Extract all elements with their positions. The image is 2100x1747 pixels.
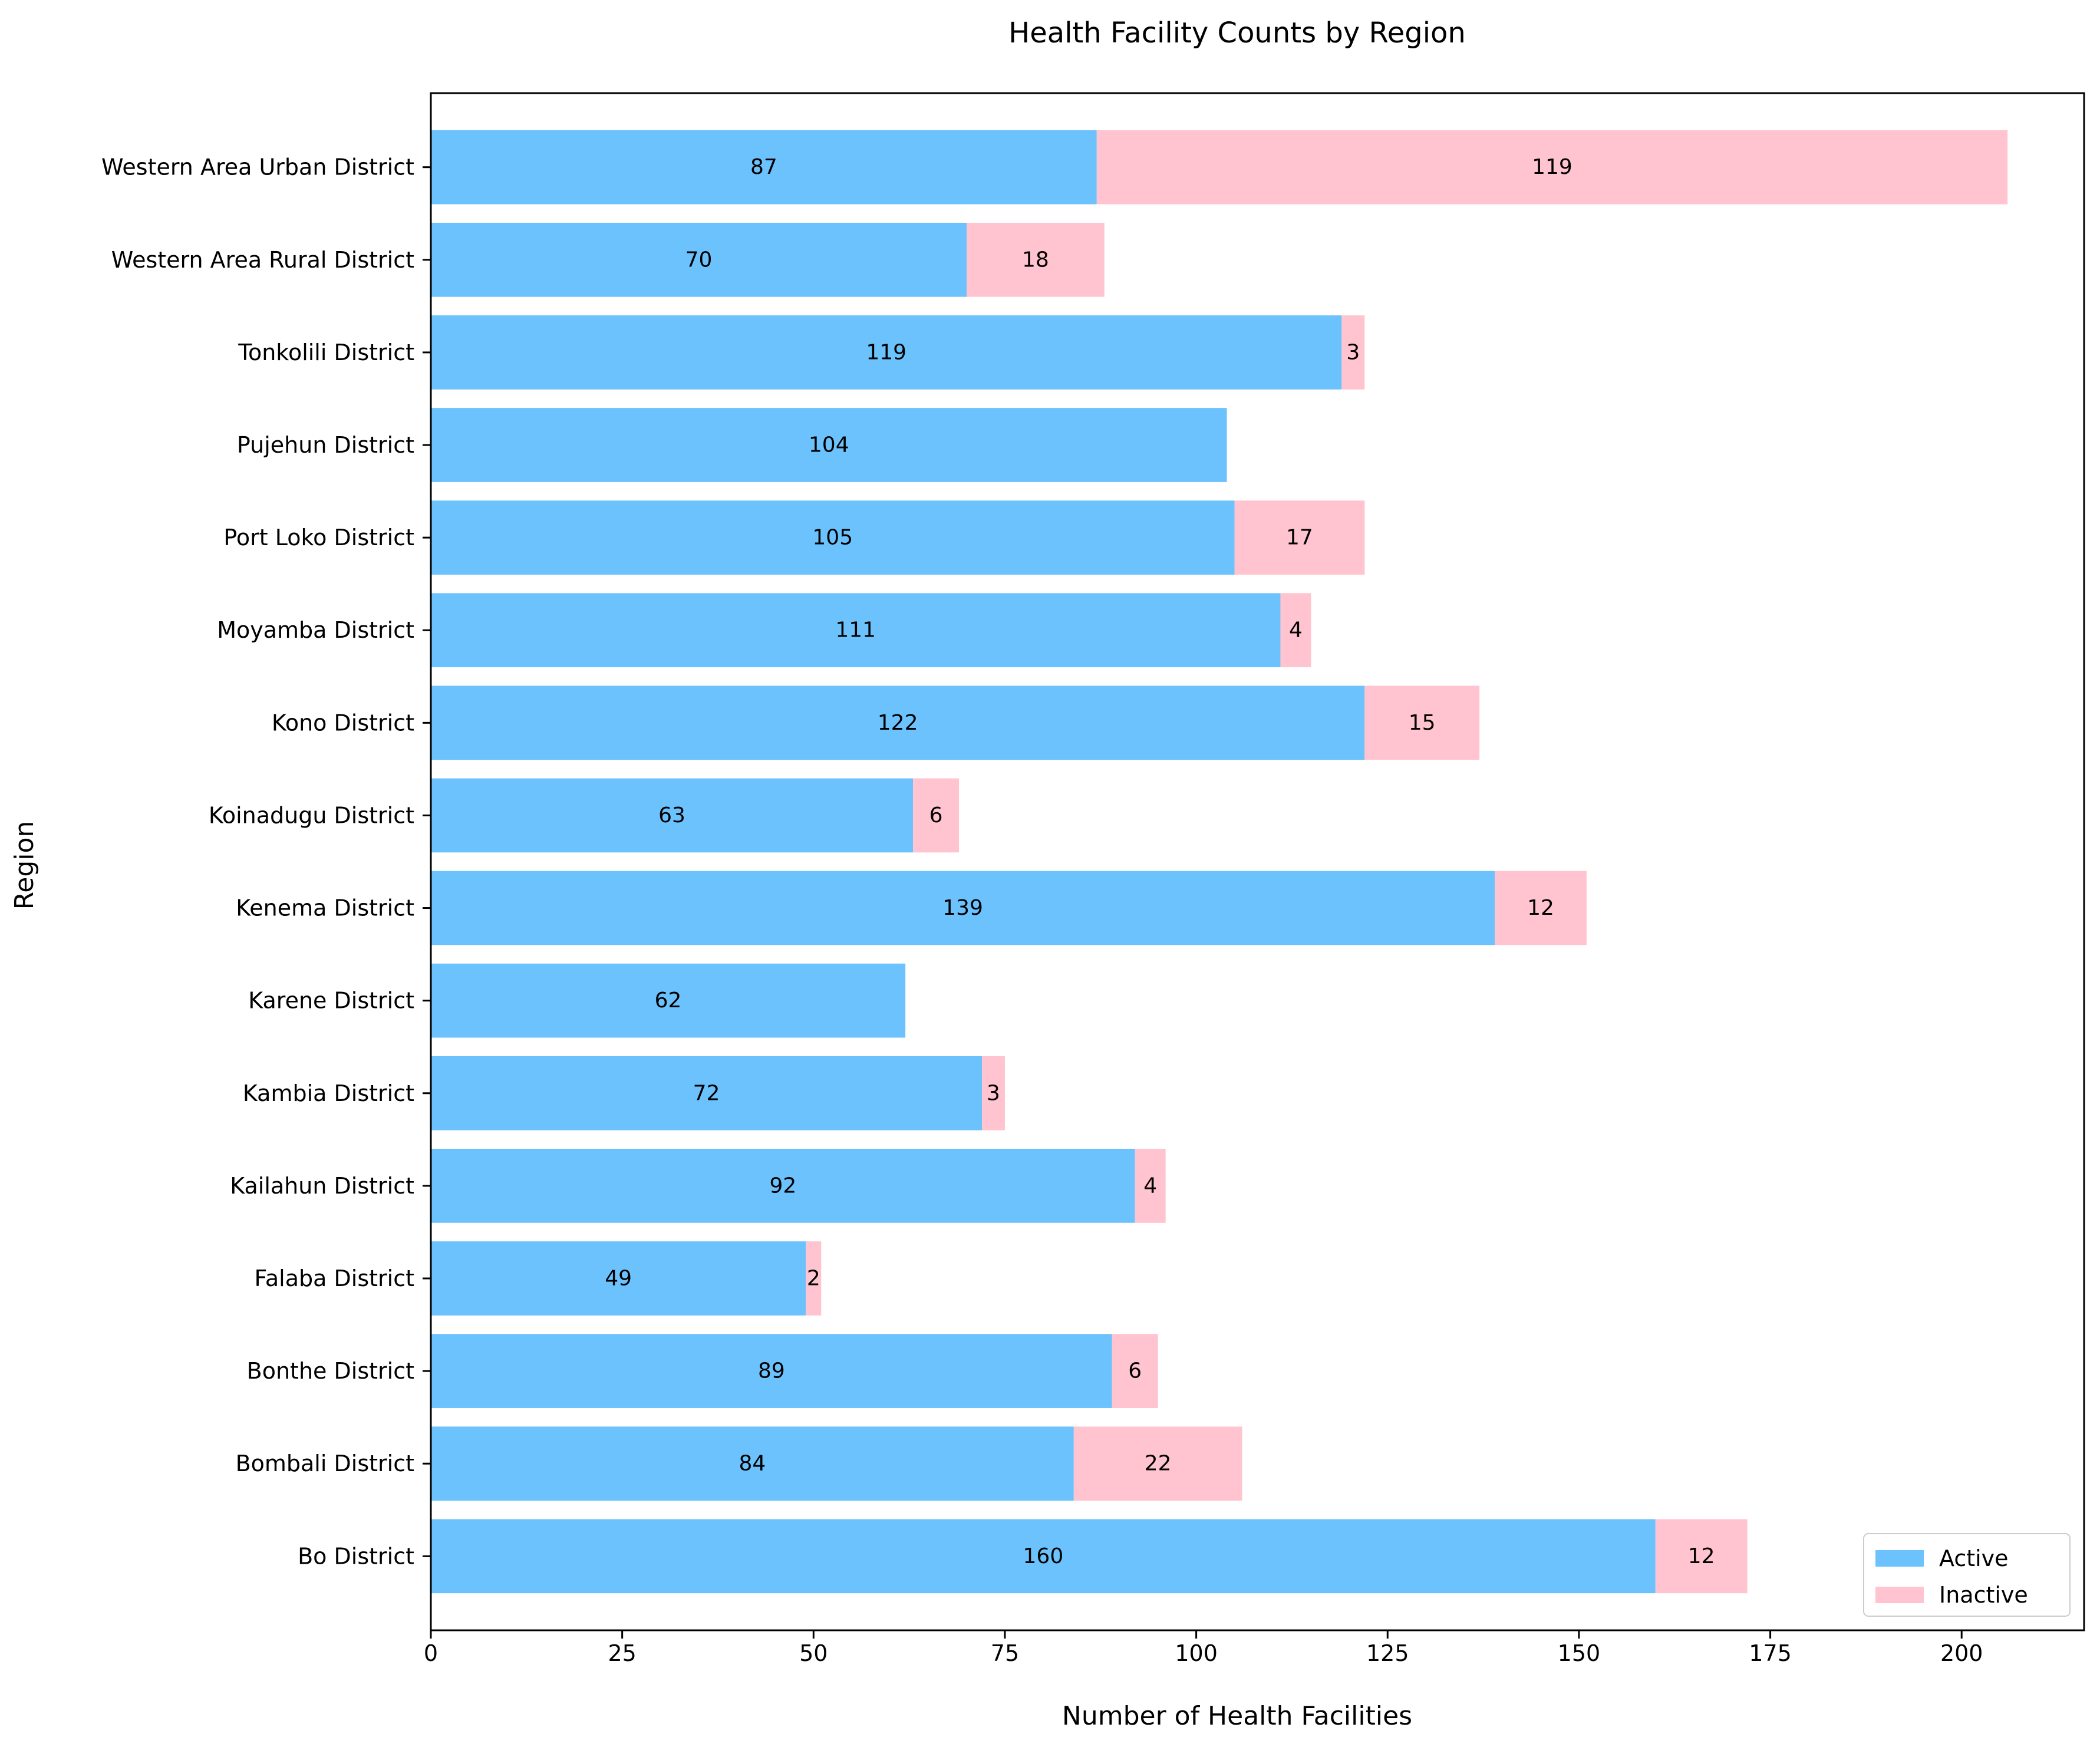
y-axis-label: Region xyxy=(9,821,39,910)
bar-inactive-bo-district xyxy=(1655,1519,1748,1594)
bar-label-active-pujehun-district: 104 xyxy=(809,433,849,457)
y-tick-label: Bonthe District xyxy=(247,1358,414,1384)
x-tick-label: 75 xyxy=(991,1640,1019,1666)
bar-inactive-koinadugu-district xyxy=(913,778,960,853)
bar-inactive-kenema-district xyxy=(1495,871,1587,945)
x-tick-label: 100 xyxy=(1175,1640,1218,1666)
bar-active-bombali-district xyxy=(431,1426,1074,1501)
y-tick-label: Kailahun District xyxy=(230,1173,414,1199)
bar-active-bo-district xyxy=(431,1519,1656,1594)
bar-label-active-karene-district: 62 xyxy=(655,988,682,1013)
legend-swatch-inactive xyxy=(1875,1587,1924,1603)
y-tick-label: Kenema District xyxy=(236,895,414,921)
legend: Active Inactive xyxy=(1863,1533,2071,1617)
bar-active-pujehun-district xyxy=(431,408,1227,482)
y-tick-label: Karene District xyxy=(248,988,414,1014)
y-tick-label: Moyamba District xyxy=(217,617,414,643)
plot-frame xyxy=(430,92,2085,1631)
y-tick-label: Bombali District xyxy=(236,1451,414,1476)
bar-active-karene-district xyxy=(431,963,906,1038)
bar-label-active-tonkolili-district: 119 xyxy=(866,340,906,364)
bar-label-active-port-loko-district: 105 xyxy=(812,526,853,550)
bar-label-inactive-kenema-district: 12 xyxy=(1527,896,1554,920)
bar-active-bonthe-district xyxy=(431,1334,1112,1408)
bar-active-kono-district xyxy=(431,685,1365,760)
bar-label-active-moyamba-district: 111 xyxy=(835,618,876,642)
y-tick-label: Western Area Urban District xyxy=(101,154,414,180)
x-tick-label: 0 xyxy=(424,1640,438,1666)
y-tick-label: Falaba District xyxy=(255,1265,414,1291)
x-tick-label: 125 xyxy=(1366,1640,1409,1666)
bar-inactive-western-area-urban-district xyxy=(1096,130,2008,205)
x-tick-label: 200 xyxy=(1940,1640,1983,1666)
y-axis: Bo District Bombali District Bonthe Distri… xyxy=(101,154,431,1569)
bar-label-inactive-western-area-rural-district: 18 xyxy=(1022,248,1049,272)
bar-labels-group: 160 12 84 22 89 6 49 2 92 4 72 3 62 139 12 63 6 122 15 111 4… xyxy=(605,155,1715,1568)
legend-label-inactive: Inactive xyxy=(1939,1582,2028,1608)
bar-label-inactive-koinadugu-district: 6 xyxy=(929,803,943,828)
bar-inactive-bombali-district xyxy=(1073,1426,1242,1501)
bar-active-western-area-rural-district xyxy=(431,222,967,297)
x-tick-label: 150 xyxy=(1558,1640,1601,1666)
bar-label-inactive-bombali-district: 22 xyxy=(1145,1452,1172,1476)
legend-swatch-active xyxy=(1875,1550,1924,1567)
x-tick-label: 50 xyxy=(799,1640,828,1666)
bar-label-active-kailahun-district: 92 xyxy=(769,1174,796,1198)
y-tick-label: Tonkolili District xyxy=(238,339,414,365)
bar-inactive-bonthe-district xyxy=(1112,1334,1158,1408)
bar-label-active-kambia-district: 72 xyxy=(693,1081,720,1105)
bars-group xyxy=(431,130,2008,1594)
bar-label-active-bo-district: 160 xyxy=(1023,1544,1064,1568)
bar-label-inactive-bonthe-district: 6 xyxy=(1128,1359,1142,1383)
bar-label-active-kenema-district: 139 xyxy=(942,896,983,920)
x-axis-label: Number of Health Facilities xyxy=(1062,1701,1412,1731)
y-tick-label: Bo District xyxy=(298,1543,414,1569)
bar-inactive-moyamba-district xyxy=(1280,593,1311,668)
chart-title: Health Facility Counts by Region xyxy=(1008,17,1466,50)
bar-label-inactive-kono-district: 15 xyxy=(1409,711,1436,735)
bar-active-port-loko-district xyxy=(431,500,1235,575)
bar-label-active-falaba-district: 49 xyxy=(605,1266,632,1290)
bar-label-inactive-tonkolili-district: 3 xyxy=(1346,340,1360,364)
bar-label-inactive-bo-district: 12 xyxy=(1688,1544,1715,1568)
bar-label-inactive-kailahun-district: 4 xyxy=(1143,1174,1157,1198)
bar-inactive-falaba-district xyxy=(806,1241,822,1316)
bar-label-active-bombali-district: 84 xyxy=(739,1452,766,1476)
y-tick-label: Kambia District xyxy=(243,1080,414,1106)
bar-inactive-kailahun-district xyxy=(1135,1149,1166,1223)
legend-label-active: Active xyxy=(1939,1545,2009,1571)
bar-label-active-koinadugu-district: 63 xyxy=(658,803,685,828)
bar-label-inactive-kambia-district: 3 xyxy=(987,1081,1000,1105)
x-tick-label: 175 xyxy=(1749,1640,1792,1666)
bar-active-tonkolili-district xyxy=(431,315,1342,390)
bar-active-koinadugu-district xyxy=(431,778,914,853)
bar-active-kailahun-district xyxy=(431,1149,1135,1223)
bar-inactive-port-loko-district xyxy=(1234,500,1365,575)
bar-label-active-western-area-rural-district: 70 xyxy=(685,248,713,272)
bar-inactive-kambia-district xyxy=(982,1056,1005,1130)
bar-inactive-western-area-rural-district xyxy=(967,222,1105,297)
bar-inactive-tonkolili-district xyxy=(1341,315,1365,390)
bar-active-moyamba-district xyxy=(431,593,1281,668)
bar-label-active-kono-district: 122 xyxy=(878,711,918,735)
bar-label-inactive-falaba-district: 2 xyxy=(807,1266,820,1290)
bar-label-inactive-port-loko-district: 17 xyxy=(1286,526,1313,550)
y-tick-label: Pujehun District xyxy=(237,432,414,458)
y-tick-label: Koinadugu District xyxy=(209,802,414,828)
x-tick-label: 25 xyxy=(608,1640,636,1666)
bar-label-inactive-moyamba-district: 4 xyxy=(1289,618,1303,642)
bar-active-western-area-urban-district xyxy=(431,130,1097,205)
bar-inactive-kono-district xyxy=(1364,685,1480,760)
bar-label-inactive-western-area-urban-district: 119 xyxy=(1532,155,1572,179)
bar-active-falaba-district xyxy=(431,1241,806,1316)
bar-active-kenema-district xyxy=(431,871,1495,945)
bar-label-active-western-area-urban-district: 87 xyxy=(750,155,777,179)
bar-active-kambia-district xyxy=(431,1056,982,1130)
y-tick-label: Port Loko District xyxy=(223,525,414,551)
y-tick-label: Western Area Rural District xyxy=(111,247,414,273)
y-tick-label: Kono District xyxy=(272,710,414,736)
bar-label-active-bonthe-district: 89 xyxy=(758,1359,785,1383)
x-axis: 0 25 50 75 100 125 150 175 200 xyxy=(424,1630,1983,1666)
